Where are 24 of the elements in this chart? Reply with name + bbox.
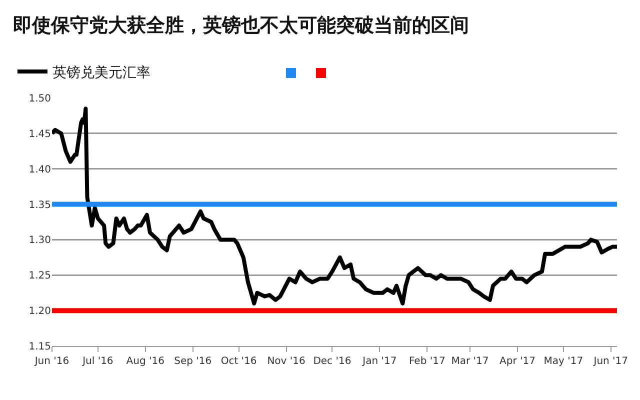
x-tick-label: Aug '16 — [126, 356, 164, 367]
x-tick-label: Apr '17 — [499, 356, 536, 367]
chart-title: 即使保守党大获全胜，英镑也不太可能突破当前的区间 — [12, 14, 469, 36]
y-tick-label: 1.25 — [28, 270, 51, 282]
x-tick-label: Feb '17 — [408, 356, 446, 367]
x-tick-label: Dec '16 — [313, 356, 352, 367]
y-tick-label: 1.15 — [28, 342, 51, 352]
x-tick-label: Nov '16 — [267, 356, 306, 367]
x-tick-label: Sep '16 — [174, 356, 212, 367]
y-tick-label: 1.35 — [28, 200, 51, 211]
y-tick-label: 1.40 — [28, 164, 51, 176]
x-tick-label: Oct '16 — [220, 356, 257, 367]
x-tick-label: Jun '17 — [592, 356, 628, 367]
x-tick-label: Jul '16 — [82, 356, 114, 367]
x-tick-label: Jun '16 — [34, 356, 70, 367]
y-tick-label: 1.30 — [28, 235, 51, 246]
legend-label: 英镑兑美元汇率 — [52, 64, 150, 81]
x-tick-label: Jan '17 — [362, 356, 397, 367]
line-series — [52, 106, 617, 306]
x-tick-label: Mar '17 — [451, 356, 489, 367]
y-tick-label: 1.20 — [28, 306, 51, 318]
y-tick-label: 1.50 — [28, 94, 51, 104]
y-tick-label: 1.45 — [28, 128, 51, 140]
x-tick-label: May '17 — [544, 356, 584, 367]
